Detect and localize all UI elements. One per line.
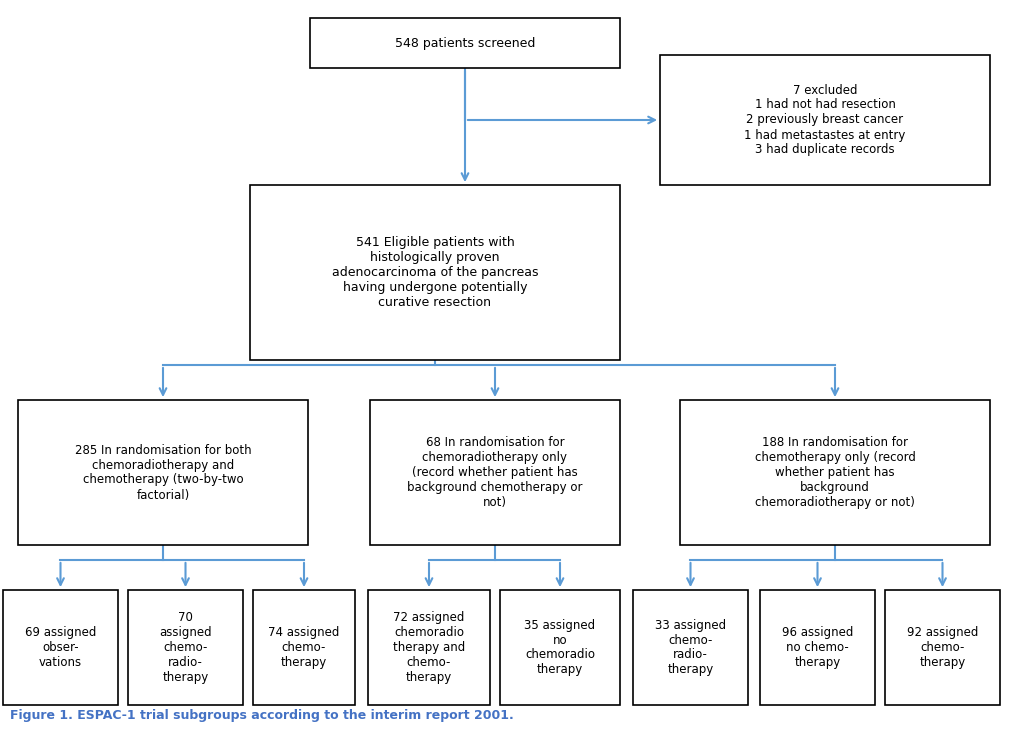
Bar [500,590,620,705]
Bar [310,18,620,68]
Bar [760,590,875,705]
Bar [370,400,620,545]
Text: 7 excluded
1 had not had resection
2 previously breast cancer
1 had metastastes : 7 excluded 1 had not had resection 2 pre… [744,84,906,156]
Bar [18,400,308,545]
Text: 92 assigned
chemo-
therapy: 92 assigned chemo- therapy [907,626,978,669]
Bar [368,590,490,705]
Bar [128,590,243,705]
Text: 70
assigned
chemo-
radio-
therapy: 70 assigned chemo- radio- therapy [159,611,212,684]
Text: 188 In randomisation for
chemotherapy only (record
whether patient has
backgroun: 188 In randomisation for chemotherapy on… [754,436,915,509]
Text: 96 assigned
no chemo-
therapy: 96 assigned no chemo- therapy [782,626,853,669]
Bar [680,400,990,545]
Text: 285 In randomisation for both
chemoradiotherapy and
chemotherapy (two-by-two
fac: 285 In randomisation for both chemoradio… [74,443,252,502]
Text: 68 In randomisation for
chemoradiotherapy only
(record whether patient has
backg: 68 In randomisation for chemoradiotherap… [408,436,583,509]
Bar [633,590,748,705]
Bar [3,590,118,705]
Bar [660,55,990,185]
Text: 72 assigned
chemoradio
therapy and
chemo-
therapy: 72 assigned chemoradio therapy and chemo… [393,611,465,684]
Text: 548 patients screened: 548 patients screened [394,36,535,50]
Text: 541 Eligible patients with
histologically proven
adenocarcinoma of the pancreas
: 541 Eligible patients with histologicall… [332,236,538,309]
Bar [250,185,620,360]
Text: 69 assigned
obser-
vations: 69 assigned obser- vations [24,626,96,669]
Text: Figure 1. ESPAC-1 trial subgroups according to the interim report 2001.: Figure 1. ESPAC-1 trial subgroups accord… [10,709,514,722]
Text: 74 assigned
chemo-
therapy: 74 assigned chemo- therapy [268,626,339,669]
Text: 33 assigned
chemo-
radio-
therapy: 33 assigned chemo- radio- therapy [655,619,727,676]
Bar [253,590,355,705]
Bar [884,590,1000,705]
Text: 35 assigned
no
chemoradio
therapy: 35 assigned no chemoradio therapy [525,619,595,676]
